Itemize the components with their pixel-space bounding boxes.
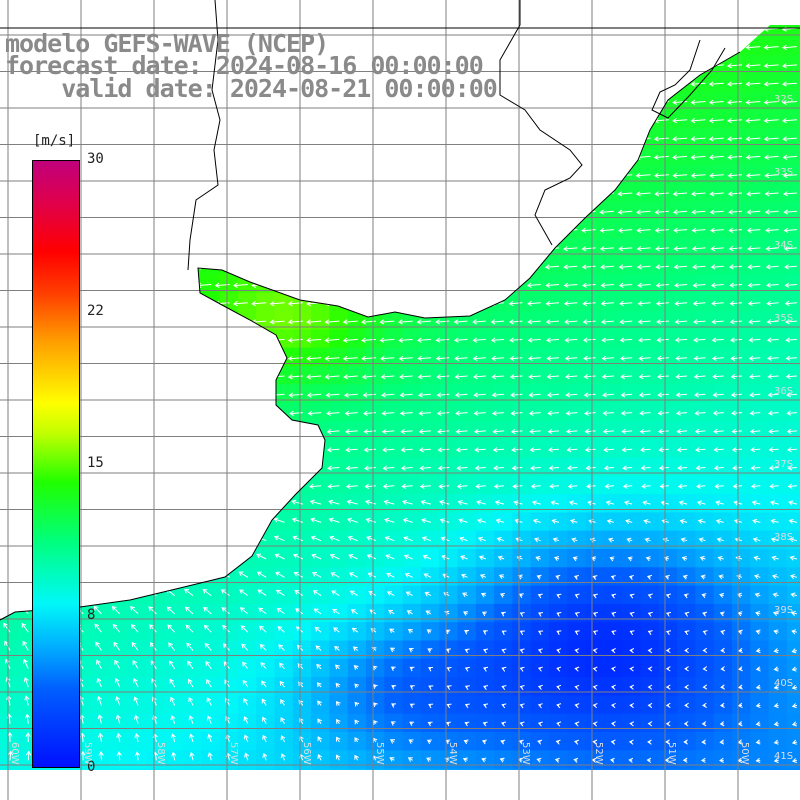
colorbar-tick: 30 [87, 151, 104, 167]
model-title: modelo GEFS-WAVE (NCEP) [5, 29, 329, 58]
lat-label: 40S [774, 678, 794, 689]
lagoon-outline [651, 39, 726, 119]
lon-label: 60W [9, 742, 20, 765]
colorbar-unit: [m/s] [33, 133, 76, 149]
lat-label: 36S [774, 386, 794, 397]
lon-label: 57W [228, 742, 239, 765]
coastline [0, 51, 741, 621]
colorbar [32, 160, 80, 768]
lat-label: 37S [774, 459, 794, 470]
border-line [187, 0, 221, 271]
lat-label: 33S [774, 167, 794, 178]
lon-label: 52W [593, 742, 604, 765]
lon-label: 56W [301, 742, 312, 765]
lat-label: 32S [774, 94, 794, 105]
lon-label: 55W [374, 742, 385, 765]
valid-date: valid date: 2024-08-21 00:00:00 [5, 74, 498, 103]
lat-label: 39S [774, 605, 794, 616]
lon-label: 51W [666, 742, 677, 765]
lat-label: 35S [774, 313, 794, 324]
colorbar-tick: 15 [87, 455, 104, 471]
colorbar-tick: 8 [87, 607, 96, 623]
lon-label: 54W [447, 742, 458, 765]
forecast-date: forecast date: 2024-08-16 00:00:00 [5, 51, 484, 80]
lat-label: 38S [774, 532, 794, 543]
lon-label: 59W [82, 742, 93, 765]
lat-label: 34S [774, 240, 794, 251]
colorbar-tick: 0 [87, 759, 96, 775]
lon-label: 58W [155, 742, 166, 765]
lon-label: 53W [520, 742, 531, 765]
lat-label: 41S [774, 751, 794, 762]
lon-label: 50W [739, 742, 750, 765]
colorbar-tick: 22 [87, 303, 104, 319]
border-line [499, 0, 583, 246]
